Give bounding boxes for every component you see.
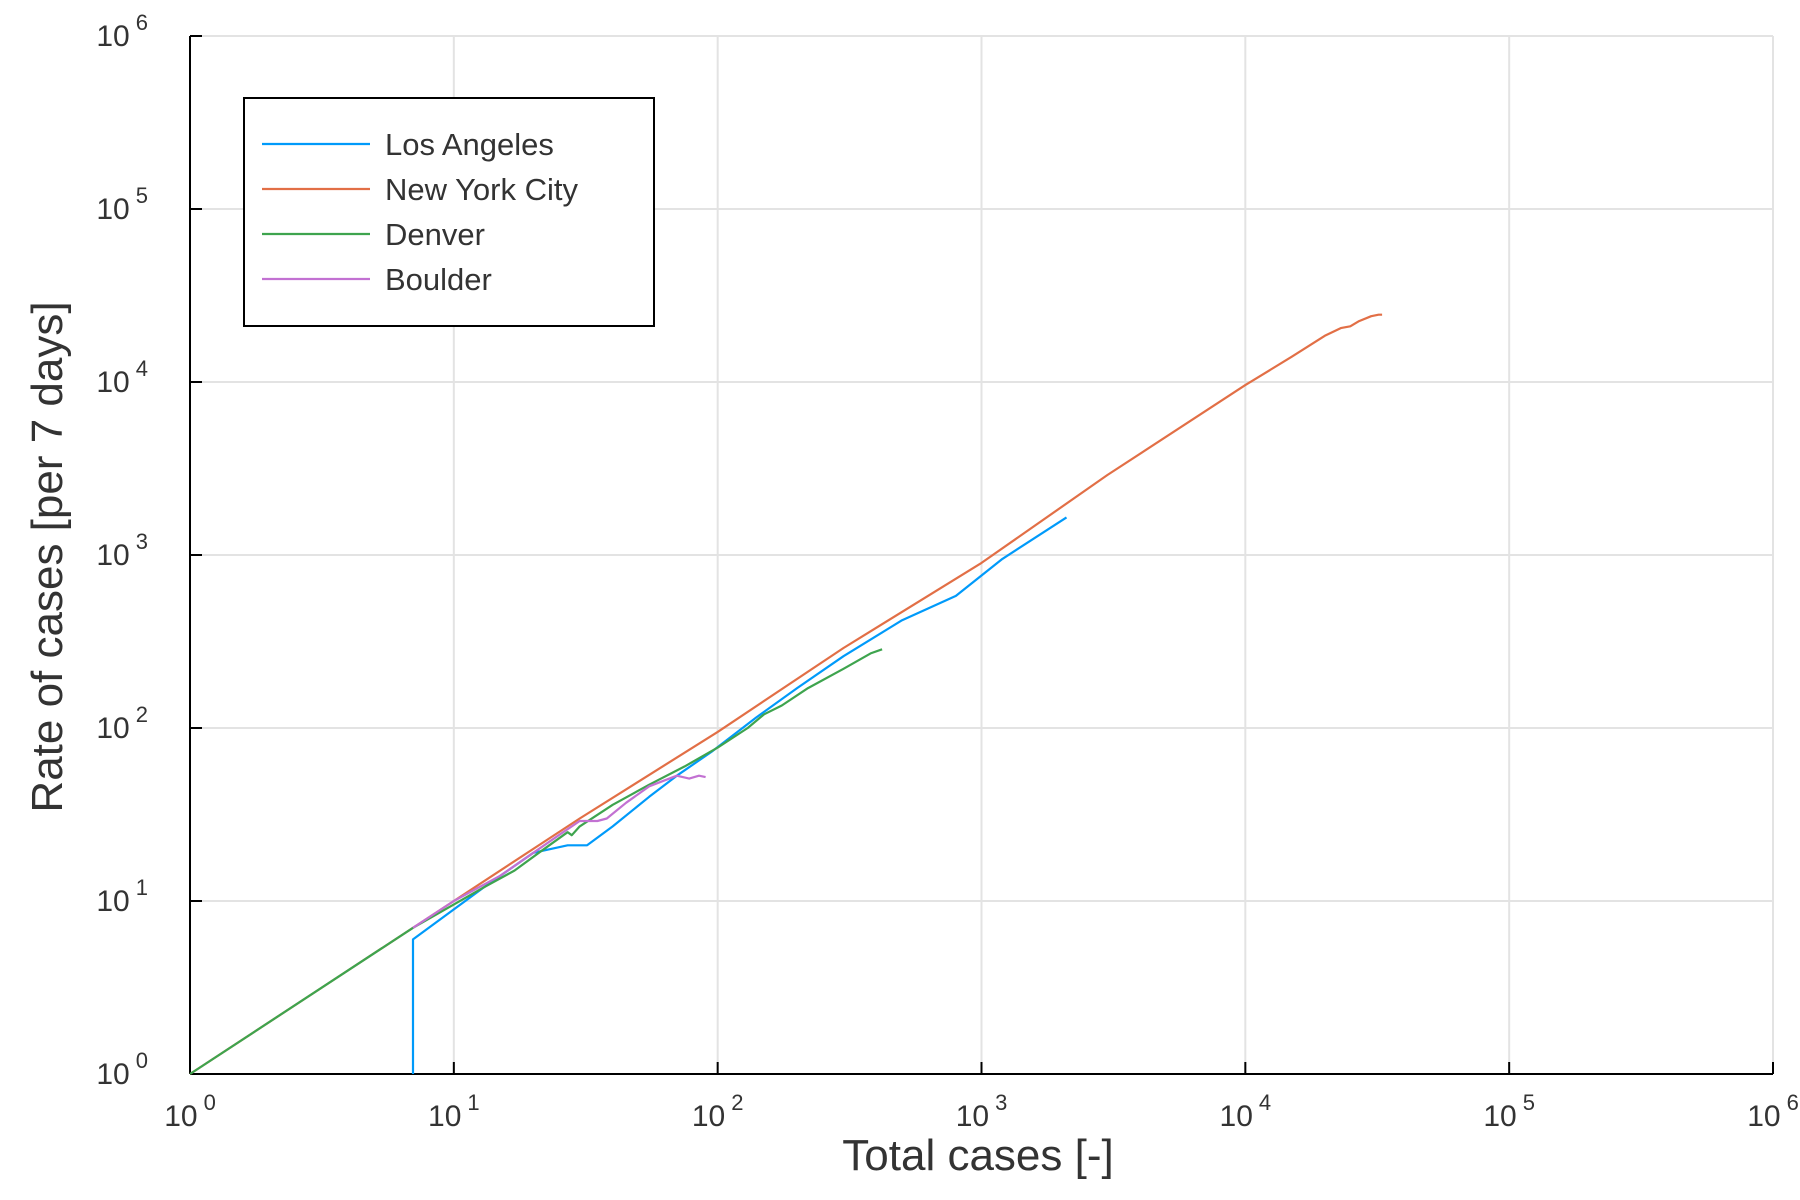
series-line-denver — [189, 648, 883, 1075]
legend-label-new-york-city: New York City — [385, 172, 578, 207]
x-tick-label: 10 0 — [164, 1090, 216, 1133]
x-tick-label: 10 3 — [956, 1090, 1008, 1133]
y-tick-label: 10 5 — [96, 183, 148, 226]
y-tick-label: 10 1 — [96, 875, 148, 918]
legend-box — [243, 97, 655, 327]
y-tick-label: 10 3 — [96, 529, 148, 572]
x-tick-labels: 10 0 10 1 10 2 10 3 10 4 10 5 10 6 — [164, 1090, 1799, 1133]
legend-label-boulder: Boulder — [385, 262, 492, 297]
legend: Los Angeles New York City Denver Boulder — [243, 97, 655, 327]
x-tick-label: 10 2 — [692, 1090, 744, 1133]
axes — [189, 35, 1774, 1075]
x-tick-label: 10 4 — [1220, 1090, 1272, 1133]
series-line-boulder — [412, 774, 706, 929]
y-tick-label: 10 0 — [96, 1048, 148, 1091]
x-tick-label: 10 6 — [1747, 1090, 1799, 1133]
series-lines — [189, 313, 1383, 1075]
legend-label-los-angeles: Los Angeles — [385, 127, 554, 162]
series-line-new-york-city — [189, 313, 1383, 1075]
x-tick-label: 10 1 — [428, 1090, 480, 1133]
legend-label-denver: Denver — [385, 217, 485, 252]
x-axis-title: Total cases [-] — [842, 1131, 1113, 1180]
y-tick-label: 10 6 — [96, 10, 148, 53]
y-axis-title: Rate of cases [per 7 days] — [23, 301, 72, 812]
y-tick-label: 10 4 — [96, 356, 148, 399]
y-tick-label: 10 2 — [96, 702, 148, 745]
x-tick-label: 10 5 — [1483, 1090, 1535, 1133]
legend-entries: Los Angeles New York City Denver Boulder — [262, 127, 578, 297]
